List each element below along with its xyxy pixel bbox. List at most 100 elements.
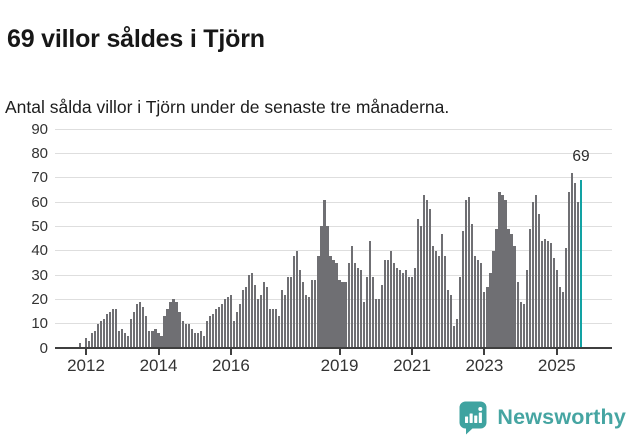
bar [377,299,380,348]
x-axis-tick [411,349,413,355]
bar [422,194,426,348]
bar [314,279,317,348]
bar [187,323,190,348]
bar [549,243,552,348]
bar [160,335,163,348]
bar [115,309,118,348]
bar [84,338,88,348]
bar [97,323,100,348]
bar [395,267,398,348]
bar [573,182,577,348]
gridline [55,128,612,130]
newsworthy-logo[interactable]: Newsworthy [458,399,626,435]
bar [130,318,133,348]
bar [347,262,350,348]
y-axis-label: 50 [31,217,48,235]
y-axis-label: 20 [31,290,48,308]
bar [495,228,498,348]
bar [435,250,438,348]
bar [492,250,495,348]
bar [552,258,555,348]
bar [501,194,504,348]
bar [220,304,223,348]
bar [567,192,570,348]
bar [407,277,411,348]
bar [410,277,414,348]
bar [163,316,166,348]
x-axis-tick [85,349,87,355]
bar [329,255,332,348]
x-axis-tick [555,349,558,355]
gridline [55,177,612,179]
bar [362,301,365,348]
y-axis-label: 0 [39,339,48,357]
bar [450,294,453,348]
bar [525,270,528,348]
bar [558,287,561,348]
bar [175,301,178,348]
bar [112,309,115,348]
bar [214,309,217,348]
bar [507,228,510,348]
bar [438,255,441,348]
bar [127,335,130,348]
bar [359,270,362,348]
bar [465,199,468,348]
bar [275,309,278,348]
x-axis-label: 2023 [465,356,504,375]
chart-subtitle: Antal sålda villor i Tjörn under de sena… [5,96,450,117]
bar [323,199,326,348]
y-axis-label: 90 [31,120,48,138]
bar [208,316,211,348]
bar [281,289,284,348]
bar [293,255,296,348]
bar [109,311,112,348]
bar [78,343,82,348]
bar [510,233,513,348]
bar [229,294,232,348]
bar [486,287,489,348]
highlighted-bar [579,180,583,348]
bar [516,282,519,348]
x-axis-label: 2021 [393,356,431,375]
bar [368,240,371,348]
bar [444,255,447,348]
bar [166,309,169,348]
x-axis-label: 2025 [537,356,576,375]
bar [392,262,395,348]
bar [353,262,356,348]
bar [489,272,492,348]
bar [338,279,341,348]
bar [456,318,459,348]
bar [561,292,564,348]
bar [534,194,537,348]
x-axis-tick [157,349,160,355]
bar [256,299,260,348]
bar [519,301,522,348]
bar [184,323,187,348]
bar [103,318,106,348]
bar [284,294,287,348]
bar [196,333,199,348]
bar [317,255,320,348]
y-axis-label: 80 [31,144,48,162]
bar [383,260,386,348]
bar [202,335,205,348]
bar [181,321,184,348]
bar [480,262,483,348]
bar [193,333,196,348]
bar [93,331,97,348]
bar [247,275,251,348]
bar [154,328,157,348]
gridline [55,250,612,252]
y-axis-label: 40 [31,242,48,260]
bar [326,226,329,348]
bar [471,223,474,348]
bar [278,316,281,348]
bar [504,199,507,348]
bar [531,202,534,348]
bar [302,282,305,348]
bar [546,240,549,348]
bar [513,245,516,348]
